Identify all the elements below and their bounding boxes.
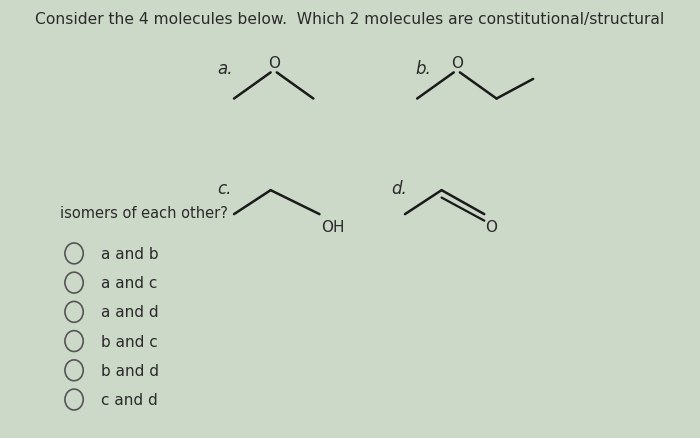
Text: a.: a. bbox=[217, 60, 232, 78]
Text: a and d: a and d bbox=[101, 305, 159, 320]
Text: Consider the 4 molecules below.  Which 2 molecules are constitutional/structural: Consider the 4 molecules below. Which 2 … bbox=[36, 12, 664, 27]
Text: O: O bbox=[451, 56, 463, 71]
Text: b.: b. bbox=[415, 60, 431, 78]
Text: a and b: a and b bbox=[101, 246, 159, 261]
Text: a and c: a and c bbox=[101, 276, 158, 290]
Text: c.: c. bbox=[218, 180, 232, 198]
Text: b and d: b and d bbox=[101, 363, 159, 378]
Text: c and d: c and d bbox=[101, 392, 158, 407]
Text: O: O bbox=[486, 220, 498, 235]
Text: d.: d. bbox=[391, 180, 407, 198]
Text: isomers of each other?: isomers of each other? bbox=[60, 206, 228, 221]
Text: O: O bbox=[267, 56, 280, 71]
Text: b and c: b and c bbox=[101, 334, 158, 349]
Text: OH: OH bbox=[321, 220, 344, 235]
